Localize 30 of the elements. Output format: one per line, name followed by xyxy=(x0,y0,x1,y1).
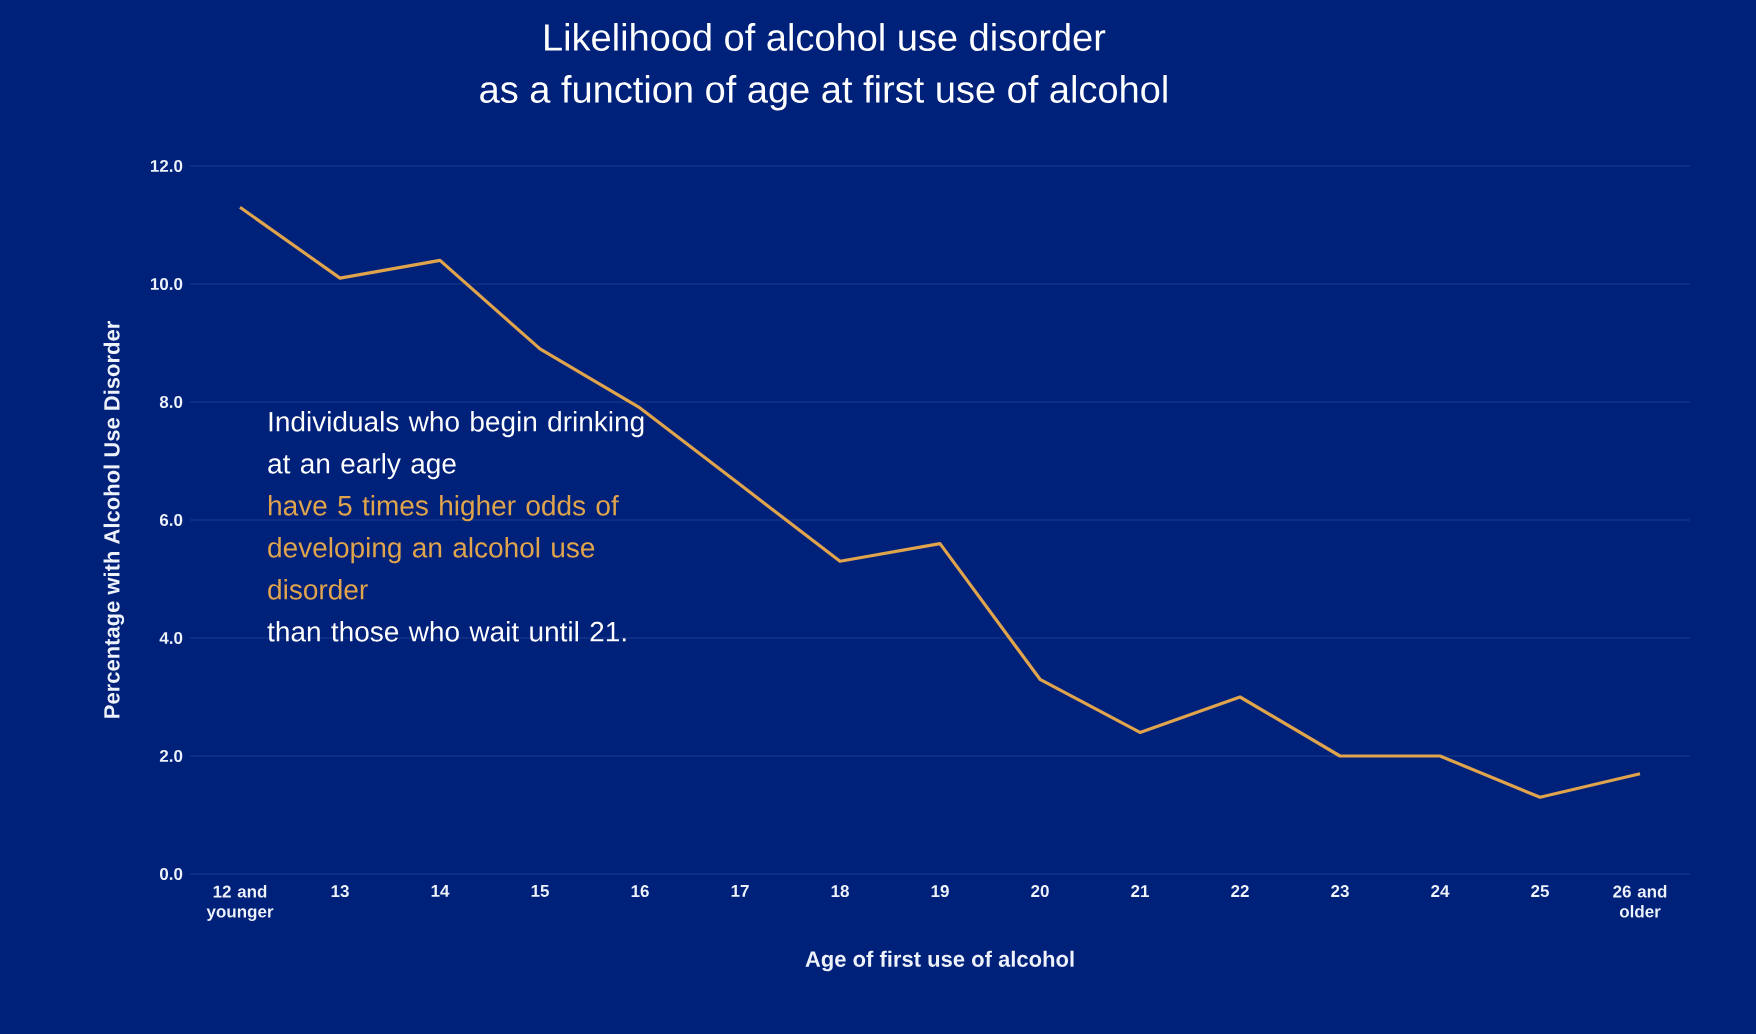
x-tick-label: 15 xyxy=(531,885,549,897)
y-tick-label: 12.0 xyxy=(150,159,183,172)
annotation: have 5 times higher odds of developing an alcohol use disorder xyxy=(268,495,619,600)
y-axis-title: Percentage with Alcohol Use Disorder xyxy=(103,321,125,718)
chart-title: Likelihood of alcohol use disorder xyxy=(545,23,1106,51)
y-tick-label: 6.0 xyxy=(159,513,183,527)
x-tick-label: 22 xyxy=(1231,885,1249,897)
x-tick-label: 20 xyxy=(1031,885,1049,898)
x-tick-label: 24 xyxy=(1431,885,1450,897)
x-tick-label: 13 xyxy=(331,885,349,898)
x-tick-label: 14 xyxy=(431,885,450,897)
x-tick-label: 25 xyxy=(1531,885,1549,898)
x-tick-label: 19 xyxy=(931,885,949,898)
x-axis-title: Age of first use of alcohol xyxy=(805,950,1074,972)
y-tick-label: 4.0 xyxy=(159,631,183,645)
annotation: Individuals who begin drinking at an early age xyxy=(268,411,644,480)
y-tick-label: 10.0 xyxy=(150,277,183,290)
line-series xyxy=(238,205,1642,799)
x-tick-label: 12 and younger xyxy=(206,885,274,921)
x-tick-label: 21 xyxy=(1131,885,1149,897)
chart-subtitle: as a function of age at first use of alcohol xyxy=(480,75,1167,111)
y-tick-label: 2.0 xyxy=(159,750,183,763)
y-tick-label: 0.0 xyxy=(159,868,183,881)
x-tick-label: 23 xyxy=(1331,885,1349,898)
x-tick-label: 26 and older xyxy=(1613,885,1667,918)
x-tick-label: 17 xyxy=(731,885,749,897)
annotation: than those who wait until 21. xyxy=(267,621,626,642)
y-tick-label: 8.0 xyxy=(159,395,183,409)
x-tick-label: 18 xyxy=(831,885,849,898)
x-tick-label: 16 xyxy=(631,885,649,898)
